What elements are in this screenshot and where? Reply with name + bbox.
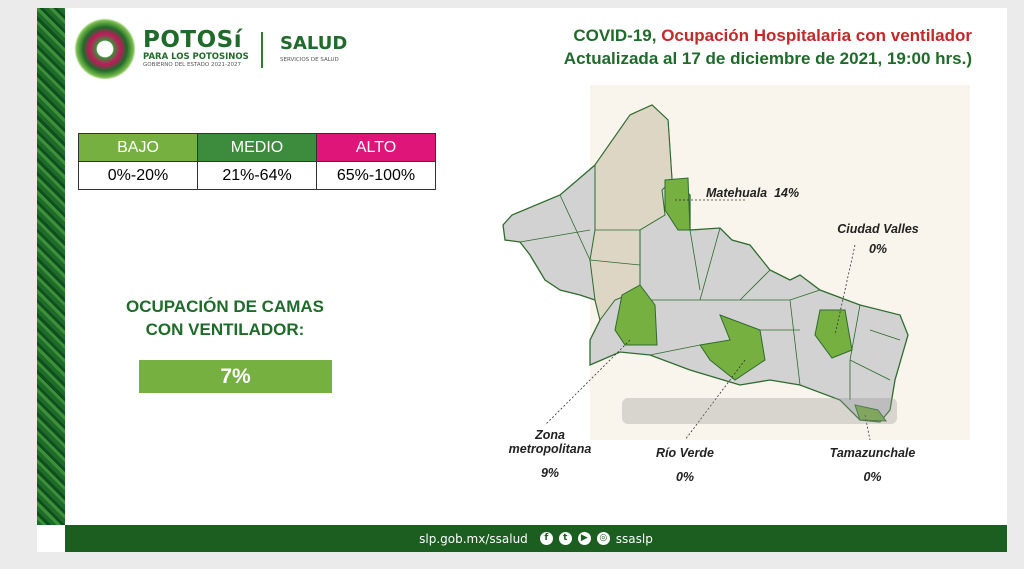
occupancy-label-2: CON VENTILADOR:	[145, 320, 305, 339]
salud-subtitle: SERVICIOS DE SALUD	[280, 57, 339, 63]
youtube-icon[interactable]: ▶	[577, 532, 591, 545]
region-tamazunchale	[854, 404, 888, 422]
salud-logo: SALUD SERVICIOS DE SALUD	[280, 33, 347, 63]
occupancy-label: OCUPACIÓN DE CAMAS CON VENTILADOR:	[95, 295, 355, 341]
decorative-strip	[37, 8, 65, 525]
footer-url[interactable]: slp.gob.mx/ssalud	[419, 531, 528, 546]
leader-lines	[544, 199, 871, 441]
twitter-icon[interactable]: t	[558, 532, 572, 545]
legend-bajo: BAJO	[78, 133, 198, 162]
region-rio-verde	[699, 314, 766, 381]
label-zona-metropolitana: Zona metropolitana 9%	[508, 428, 592, 480]
occupancy-value: 7%	[139, 360, 332, 393]
divider	[261, 32, 263, 68]
footer: slp.gob.mx/ssalud f t ▶ ◎ ssaslp	[65, 525, 1007, 552]
watermark-banner	[622, 398, 897, 424]
legend-alto: ALTO	[316, 133, 436, 162]
region-matehuala	[664, 177, 691, 231]
brand: POTOSí PARA LOS POTOSINOS GOBIERNO DEL E…	[143, 28, 249, 68]
range-bajo: 0%-20%	[78, 161, 198, 190]
label-rio-verde: Río Verde 0%	[656, 446, 714, 484]
salud-text: SALUD	[280, 33, 348, 54]
label-tamazunchale: Tamazunchale 0%	[829, 446, 916, 484]
title-prefix: COVID-19,	[573, 26, 662, 45]
legend-medio: MEDIO	[197, 133, 317, 162]
brand-gov: GOBIERNO DEL ESTADO 2021-2027	[143, 62, 241, 68]
state-logo	[74, 18, 136, 80]
title-date: Actualizada al 17 de diciembre de 2021, …	[563, 49, 972, 68]
page-title: COVID-19, Ocupación Hospitalaria con ven…	[564, 24, 972, 70]
instagram-icon[interactable]: ◎	[596, 532, 610, 545]
facebook-icon[interactable]: f	[539, 532, 553, 545]
occupancy-label-1: OCUPACIÓN DE CAMAS	[125, 297, 325, 316]
brand-name: POTOSí	[143, 27, 243, 53]
label-matehuala: Matehuala 14%	[706, 186, 800, 200]
label-ciudad-valles: Ciudad Valles 0%	[837, 222, 919, 256]
title-highlight: Ocupación Hospitalaria con ventilador	[661, 26, 972, 45]
footer-handle[interactable]: ssaslp	[615, 531, 653, 546]
region-ciudad-valles	[814, 309, 853, 359]
legend-table: BAJO MEDIO ALTO 0%-20% 21%-64% 65%-100%	[78, 133, 436, 190]
map-borders	[519, 194, 901, 400]
range-alto: 65%-100%	[316, 161, 436, 190]
range-medio: 21%-64%	[197, 161, 317, 190]
region-zona-metropolitana	[614, 284, 658, 346]
brand-subtitle: PARA LOS POTOSINOS	[143, 52, 249, 62]
